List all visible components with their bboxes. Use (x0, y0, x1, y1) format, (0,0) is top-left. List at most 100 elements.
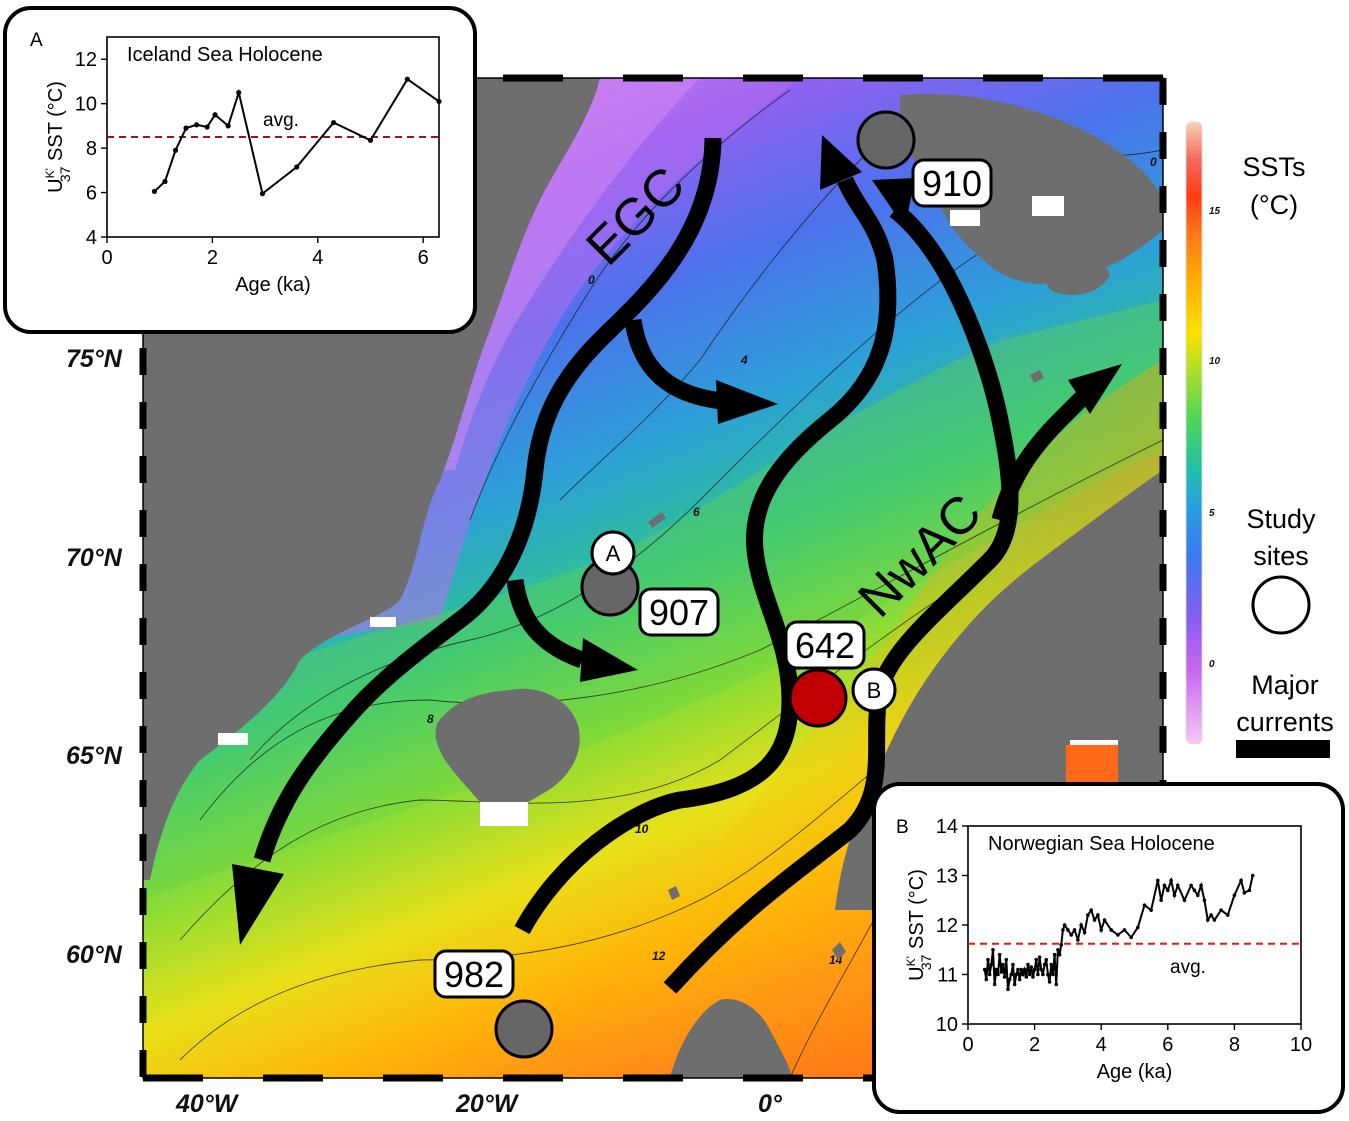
site-b-letter: B (867, 678, 882, 703)
site-907-label-box (638, 587, 720, 637)
data-point (236, 89, 242, 96)
site-982-label: 982 (444, 954, 504, 995)
data-point (1036, 972, 1040, 977)
contour-label: 10 (635, 822, 649, 836)
y-tick-label: 6 (86, 183, 97, 205)
y-tick-label: 13 (936, 866, 958, 888)
site-982-marker (494, 999, 554, 1059)
data-point (1049, 962, 1054, 967)
data-point (1232, 893, 1237, 898)
data-point (1096, 913, 1100, 917)
data-point (1247, 888, 1252, 893)
lon-label: 20°W (455, 1090, 520, 1118)
data-point (1052, 952, 1057, 957)
data-point (1182, 898, 1187, 903)
x-tick-label: 8 (1229, 1034, 1240, 1056)
svalbard-south (1038, 239, 1110, 295)
data-point (1122, 928, 1127, 932)
baltic-warm-patch (1066, 745, 1118, 785)
data-point (996, 972, 1000, 977)
bear-island (1030, 370, 1044, 383)
inset-b-panel-label: B (896, 817, 909, 838)
data-point (1209, 913, 1213, 917)
site-642-label: 642 (795, 625, 855, 666)
shetland (832, 942, 846, 960)
data-point (1037, 955, 1042, 959)
data-point (367, 137, 374, 143)
x-tick-label: 4 (1096, 1034, 1107, 1056)
data-point (1239, 878, 1243, 883)
data-point (1061, 928, 1065, 932)
data-point (1092, 918, 1097, 922)
data-point (1242, 891, 1247, 895)
data-point (172, 147, 179, 153)
egc-branch-arrow (624, 318, 724, 410)
contour-label: 0 (588, 273, 595, 287)
x-tick-label: 0 (962, 1034, 973, 1056)
data-point (1046, 972, 1050, 977)
current-legend-swatch (1236, 740, 1330, 758)
data-point (1047, 980, 1052, 984)
arrowhead (716, 380, 778, 424)
data-point (1159, 898, 1163, 903)
data-point (1032, 967, 1037, 972)
sst-colorbar (1185, 121, 1203, 745)
data-point (1004, 957, 1009, 962)
current-arrows (253, 137, 1097, 994)
data-point (1142, 903, 1147, 907)
study-sites: 910 A 907 B 642 982 (433, 110, 993, 1059)
data-point (1079, 923, 1084, 927)
data-point (225, 123, 231, 129)
colorbar-tick: 0 (1209, 659, 1215, 670)
data-point (992, 982, 997, 987)
data-point (1149, 908, 1153, 912)
colorbar-tick: 15 (1209, 206, 1221, 217)
nwac-arrow (514, 176, 897, 935)
contour-label: 12 (652, 949, 666, 963)
data-point (1039, 967, 1044, 972)
data-point (193, 122, 200, 128)
data-point (1051, 972, 1055, 977)
egc-arrow (253, 137, 722, 863)
inset-b: B 0 2 4 6 8 10 10 11 12 13 14 avg. Norwegian Sea Hol… (872, 782, 1345, 1114)
data-point (1062, 923, 1067, 927)
data-point (1009, 972, 1014, 977)
arrowhead (872, 178, 915, 228)
data-point (1172, 893, 1177, 898)
x-tick-label: 10 (1290, 1034, 1312, 1056)
data-point (1027, 972, 1032, 977)
data-point (1219, 908, 1223, 912)
site-910-marker (856, 110, 916, 170)
colorbar-tick: 5 (1209, 508, 1215, 519)
contour-label: 0 (1150, 155, 1157, 169)
data-point (1175, 883, 1180, 888)
data-point (1054, 982, 1059, 987)
contour-label: 4 (740, 353, 748, 367)
data-point (1041, 972, 1045, 977)
x-tick-label: 6 (1162, 1034, 1173, 1056)
data-point (1044, 957, 1049, 962)
data-point (294, 164, 300, 170)
data-point (1059, 943, 1064, 947)
data-point (331, 119, 337, 126)
data-point (1024, 975, 1029, 979)
data-point (1205, 918, 1210, 922)
average-label: avg. (1170, 957, 1206, 978)
data-point (1082, 930, 1087, 935)
data-point (212, 112, 218, 118)
data-point (999, 970, 1004, 974)
data-point (984, 977, 989, 982)
iceland (435, 688, 580, 811)
site-910-label: 910 (922, 163, 982, 204)
colorbar-tick: 10 (1209, 356, 1221, 367)
data-point (1102, 918, 1107, 922)
data-point (991, 947, 995, 952)
y-axis-label: UK'37 SST (°C) (43, 81, 73, 193)
y-tick-label: 8 (86, 138, 97, 160)
data-point (1086, 913, 1090, 917)
legend: 15 10 5 0 SSTs (°C) Study sites Major cu… (1185, 121, 1334, 758)
data-point (997, 952, 1002, 957)
x-tick-label: 2 (1029, 1034, 1040, 1056)
x-tick-label: 2 (207, 247, 218, 269)
